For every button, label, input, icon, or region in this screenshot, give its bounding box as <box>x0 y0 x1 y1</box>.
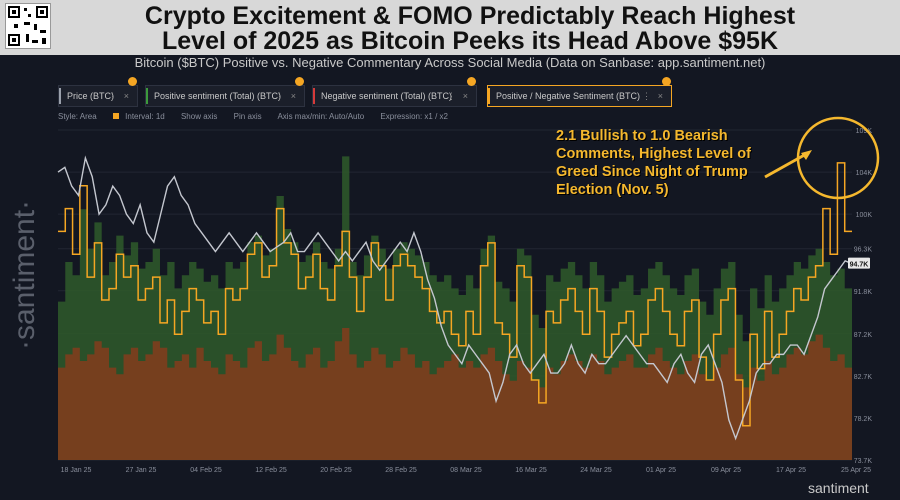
x-tick-label: 01 Apr 25 <box>646 467 676 474</box>
more-icon[interactable]: ⋮ <box>275 91 284 101</box>
qr-code <box>5 3 51 49</box>
x-tick-label: 27 Jan 25 <box>126 467 157 474</box>
close-icon[interactable]: × <box>290 91 296 101</box>
x-tick-label: 16 Mar 25 <box>515 467 547 474</box>
y-tick-label: 100K <box>856 212 873 219</box>
expression-field[interactable]: Expression: x1 / x2 <box>380 112 448 121</box>
legend-label: Positive sentiment (Total) (BTC) <box>154 91 282 101</box>
axis-maxmin-selector[interactable]: Axis max/min: Auto/Auto <box>277 112 365 121</box>
x-tick-label: 18 Jan 25 <box>61 467 92 474</box>
pin-axis-toggle[interactable]: Pin axis <box>233 112 262 121</box>
title-line-1: Crypto Excitement & FOMO Predictably Rea… <box>144 2 796 30</box>
bitcoin-icon <box>662 77 671 86</box>
x-tick-label: 08 Mar 25 <box>450 467 482 474</box>
bitcoin-icon <box>467 77 476 86</box>
legend-label: Negative sentiment (Total) (BTC) <box>321 91 453 101</box>
legend-label: Positive / Negative Sentiment (BTC) <box>496 91 641 101</box>
bitcoin-icon <box>128 77 137 86</box>
legend-color-swatch <box>488 88 490 104</box>
x-tick-label: 17 Apr 25 <box>776 467 806 474</box>
y-tick-label: 109K <box>856 128 873 135</box>
legend-item-price[interactable]: Price (BTC) ⋮ × <box>58 77 138 107</box>
more-icon[interactable]: ⋮ <box>108 91 117 101</box>
legend-item-negative[interactable]: Negative sentiment (Total) (BTC) ⋮ × <box>312 77 477 107</box>
x-tick-label: 24 Mar 25 <box>580 467 612 474</box>
more-icon[interactable]: ⋮ <box>447 91 456 101</box>
ratio-line <box>58 162 852 427</box>
x-axis: 18 Jan 25 27 Jan 25 04 Feb 25 12 Feb 25 20 F… <box>61 467 871 474</box>
highlight-circle <box>764 116 880 200</box>
subtitle: Bitcoin ($BTC) Positive vs. Negative Com… <box>134 55 766 70</box>
legend-color-swatch <box>313 88 315 104</box>
annotation-text: 2.1 Bullish to 1.0 Bearish Comments, Hig… <box>556 128 751 198</box>
legend-color-swatch <box>146 88 148 104</box>
close-icon[interactable]: × <box>123 91 129 101</box>
legend-color-swatch <box>59 88 61 104</box>
chart-svg: 109K 104K 100K 96.3K 91.8K 87.2K 82.7K 78.2K 73.… <box>57 116 880 474</box>
header: Crypto Excitement & FOMO Predictably Rea… <box>0 0 900 55</box>
current-price-badge <box>848 257 870 269</box>
legend-item-ratio[interactable]: Positive / Negative Sentiment (BTC) ⋮ × <box>487 77 672 107</box>
legend-label: Price (BTC) <box>67 91 114 101</box>
y-axis: 109K 104K 100K 96.3K 91.8K 87.2K 82.7K 78.2K 73.… <box>848 128 872 465</box>
y-tick-label: 96.3K <box>854 247 873 254</box>
y-tick-label: 73.7K <box>854 458 873 465</box>
santiment-watermark: ·santiment· <box>4 180 48 360</box>
arrow-head <box>801 150 812 160</box>
current-price-label: 94.7K <box>850 262 869 269</box>
arrow-shaft <box>764 151 809 179</box>
title-line-2: Level of 2025 as Bitcoin Peeks its Head … <box>161 27 778 55</box>
y-tick-label: 78.2K <box>854 416 873 423</box>
svg-text:·santiment·: ·santiment· <box>8 200 41 350</box>
close-icon[interactable]: × <box>657 91 663 101</box>
x-tick-label: 28 Feb 25 <box>385 467 417 474</box>
bitcoin-icon <box>295 77 304 86</box>
toolbar: Style: Area Interval: 1d Show axis Pin a… <box>58 112 462 121</box>
x-tick-label: 09 Apr 25 <box>711 467 741 474</box>
y-tick-label: 82.7K <box>854 374 873 381</box>
close-icon[interactable]: × <box>462 91 468 101</box>
plot-area <box>57 129 853 461</box>
negative-sentiment-area <box>58 328 852 460</box>
color-selector[interactable] <box>112 113 119 119</box>
x-tick-label: 04 Feb 25 <box>190 467 222 474</box>
x-tick-label: 25 Apr 25 <box>841 467 871 474</box>
y-tick-label: 91.8K <box>854 289 873 296</box>
footer-logo: santiment <box>808 480 869 496</box>
show-axis-toggle[interactable]: Show axis <box>180 112 218 121</box>
x-tick-label: 20 Feb 25 <box>320 467 352 474</box>
interval-selector[interactable]: Interval: 1d <box>125 112 165 121</box>
y-tick-label: 104K <box>856 170 873 177</box>
x-tick-label: 12 Feb 25 <box>255 467 287 474</box>
style-selector[interactable]: Style: Area <box>58 112 97 121</box>
legend-item-positive[interactable]: Positive sentiment (Total) (BTC) ⋮ × <box>145 77 305 107</box>
more-icon[interactable]: ⋮ <box>642 91 651 101</box>
y-tick-label: 87.2K <box>854 332 873 339</box>
price-line <box>57 155 853 441</box>
